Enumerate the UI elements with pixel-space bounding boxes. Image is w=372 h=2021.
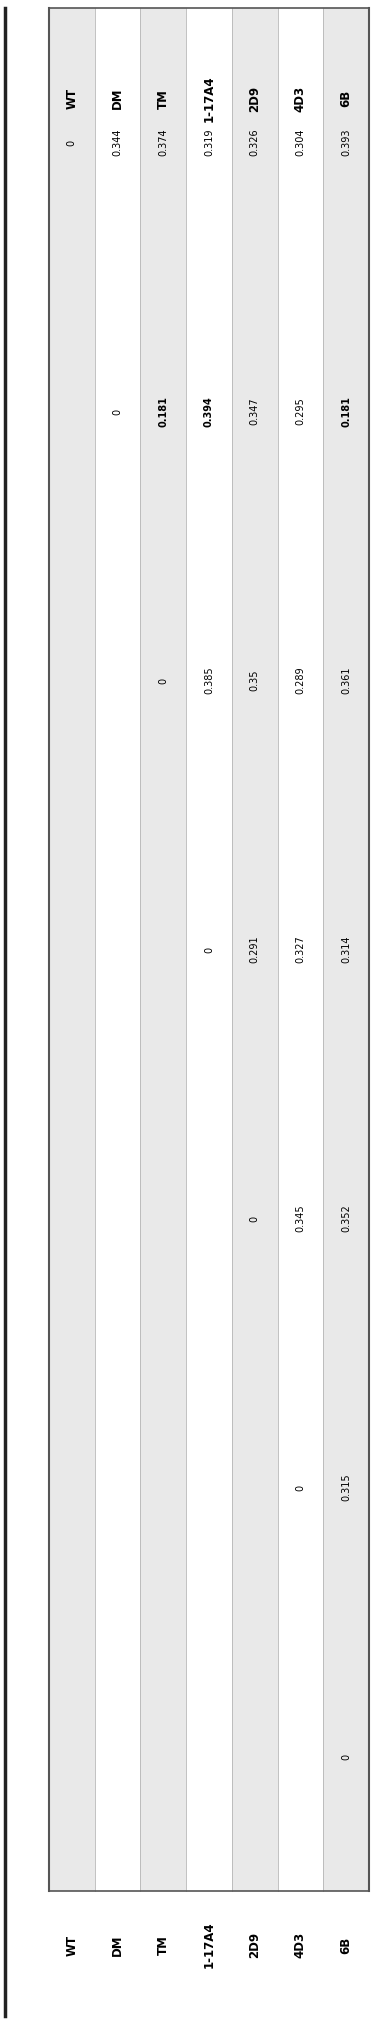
Text: 0.394: 0.394 — [204, 396, 214, 426]
Text: DM: DM — [111, 1934, 124, 1956]
Text: 0.291: 0.291 — [250, 936, 260, 964]
Text: 0.314: 0.314 — [341, 936, 351, 964]
Text: 0.374: 0.374 — [158, 129, 168, 156]
Text: 0.304: 0.304 — [295, 129, 305, 156]
Text: 0: 0 — [113, 408, 122, 414]
Text: 4D3: 4D3 — [294, 1932, 307, 1958]
Text: 0.385: 0.385 — [204, 667, 214, 695]
Text: 0.345: 0.345 — [295, 1205, 305, 1233]
Bar — [49, 8, 95, 1892]
Text: 0: 0 — [158, 677, 168, 683]
Text: 1-17A4: 1-17A4 — [202, 75, 215, 121]
Text: 0.344: 0.344 — [113, 129, 122, 156]
Text: 6B: 6B — [340, 1936, 353, 1954]
Text: TM: TM — [157, 89, 170, 109]
Text: DM: DM — [111, 89, 124, 109]
Text: 0.181: 0.181 — [341, 396, 351, 426]
Text: 0: 0 — [67, 139, 77, 146]
Text: 0.361: 0.361 — [341, 667, 351, 695]
Text: 1-17A4: 1-17A4 — [202, 1922, 215, 1968]
Text: 0.347: 0.347 — [250, 398, 260, 424]
Bar — [140, 8, 186, 1892]
Bar — [186, 8, 232, 1892]
Text: 0.295: 0.295 — [295, 398, 305, 424]
Text: 0.315: 0.315 — [341, 1473, 351, 1502]
Text: 0: 0 — [204, 946, 214, 952]
Text: 0.35: 0.35 — [250, 669, 260, 691]
Text: 0.393: 0.393 — [341, 129, 351, 156]
Text: TM: TM — [157, 1934, 170, 1954]
Bar — [95, 8, 140, 1892]
Text: 0.319: 0.319 — [204, 129, 214, 156]
Bar — [278, 8, 323, 1892]
Text: 0: 0 — [341, 1754, 351, 1760]
Text: 4D3: 4D3 — [294, 85, 307, 111]
Text: 0.181: 0.181 — [158, 396, 168, 426]
Bar — [232, 8, 278, 1892]
Text: WT: WT — [65, 1934, 78, 1956]
Text: 2D9: 2D9 — [248, 1932, 261, 1958]
Text: 0: 0 — [295, 1485, 305, 1491]
Text: 0: 0 — [250, 1215, 260, 1221]
Bar — [323, 8, 369, 1892]
Text: WT: WT — [65, 89, 78, 109]
Text: 6B: 6B — [340, 91, 353, 107]
Text: 0.327: 0.327 — [295, 936, 305, 964]
Text: 2D9: 2D9 — [248, 85, 261, 111]
Text: 0.326: 0.326 — [250, 129, 260, 156]
Text: 0.289: 0.289 — [295, 667, 305, 695]
Text: 0.352: 0.352 — [341, 1205, 351, 1233]
